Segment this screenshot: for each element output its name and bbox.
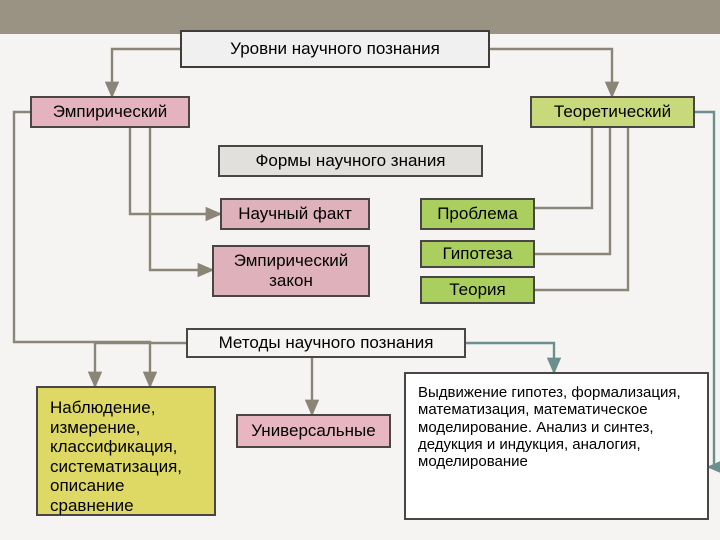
node-forms: Формы научного знания xyxy=(218,145,483,177)
node-law: Эмпирический закон xyxy=(212,245,370,297)
edge-8 xyxy=(95,343,186,386)
edge-0 xyxy=(112,49,180,96)
edge-1 xyxy=(490,49,612,96)
edge-3 xyxy=(130,128,220,214)
edge-6 xyxy=(535,128,610,254)
edge-4 xyxy=(150,128,212,270)
node-univ: Универсальные xyxy=(236,414,391,448)
edge-7 xyxy=(535,128,628,290)
edge-5 xyxy=(535,128,592,208)
node-empir: Эмпирический xyxy=(30,96,190,128)
node-hypmeth: Выдвижение гипотез, формализация, матема… xyxy=(404,372,709,520)
node-problem: Проблема xyxy=(420,198,535,230)
node-hypoth: Гипотеза xyxy=(420,240,535,268)
node-observ: Наблюдение, измерение, классификация, си… xyxy=(36,386,216,516)
edge-2 xyxy=(14,112,150,386)
node-theory: Теория xyxy=(420,276,535,304)
edge-10 xyxy=(466,343,554,372)
node-title: Уровни научного познания xyxy=(180,30,490,68)
node-methods: Методы научного познания xyxy=(186,328,466,358)
node-theor: Теоретический xyxy=(530,96,695,128)
top-bar xyxy=(0,0,720,34)
node-fact: Научный факт xyxy=(220,198,370,230)
